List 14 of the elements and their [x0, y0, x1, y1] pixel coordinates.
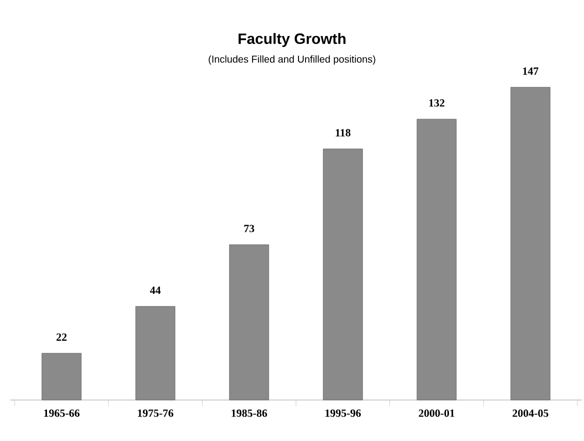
data-label: 118: [336, 129, 350, 136]
data-label: 132: [429, 99, 444, 107]
chart-title: Faculty Growth: [238, 33, 346, 47]
x-tick-label: 1985-86: [232, 410, 268, 417]
data-label: 73: [244, 224, 254, 232]
data-label: 22: [56, 333, 67, 341]
x-tick-label: 1995-96: [325, 410, 361, 417]
x-tick-label: 1965-66: [44, 410, 80, 417]
x-tick-label: 2000-01: [418, 410, 454, 417]
x-tick-label: 1975-76: [138, 410, 174, 417]
data-label: 147: [523, 67, 538, 75]
data-label: 44: [150, 286, 161, 294]
chart-subtitle: (Includes Filled and Unfilled positions): [208, 55, 376, 65]
x-tick-label: 2004-05: [512, 410, 548, 417]
